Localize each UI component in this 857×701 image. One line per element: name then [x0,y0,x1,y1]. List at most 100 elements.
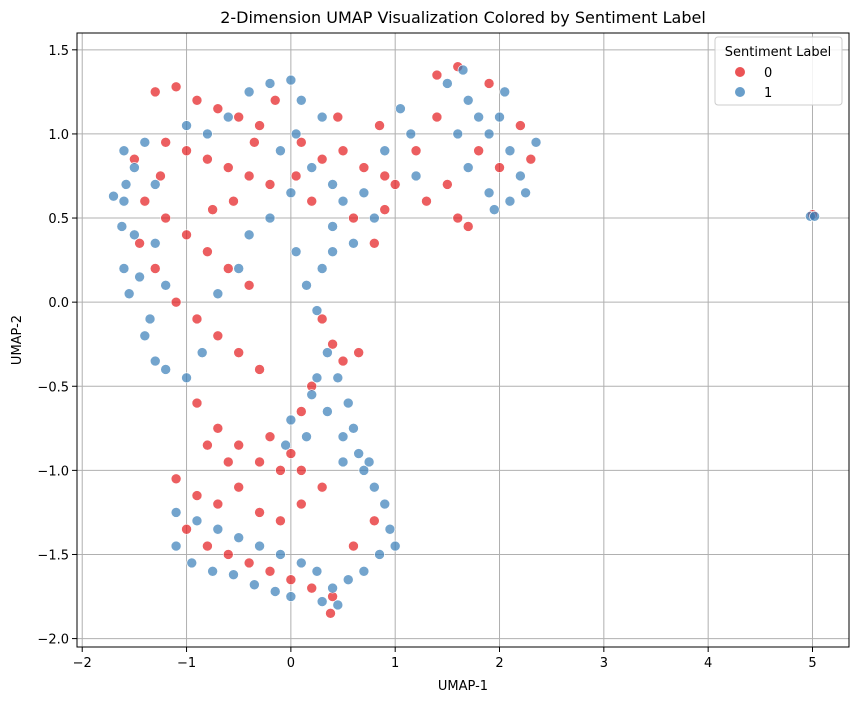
scatter-point-label-1 [191,515,203,527]
scatter-point-label-1 [457,64,469,76]
scatter-point-label-1 [160,364,171,375]
scatter-point-label-1 [275,145,286,157]
scatter-point-label-0 [170,296,182,308]
scatter-point-label-0 [233,347,245,358]
scatter-point-label-0 [233,481,245,493]
scatter-point-label-1 [327,221,338,232]
scatter-point-label-1 [139,137,151,148]
scatter-point-label-1 [207,566,218,577]
scatter-point-label-0 [170,81,182,93]
scatter-point-label-1 [337,431,349,443]
scatter-point-label-0 [285,448,297,459]
scatter-point-label-0 [254,364,265,375]
scatter-point-label-0 [212,498,224,510]
scatter-point-label-1 [311,566,323,577]
scatter-point-label-0 [222,549,234,560]
scatter-point-label-1 [149,355,161,367]
scatter-point-label-1 [149,179,161,190]
scatter-point-label-1 [186,557,198,569]
scatter-point-label-1 [233,532,245,543]
scatter-point-label-1 [170,540,182,552]
scatter-point-label-0 [269,94,281,106]
scatter-point-label-1 [311,372,323,384]
scatter-point-label-0 [212,103,224,114]
scatter-point-label-1 [290,128,302,140]
scatter-point-label-0 [170,473,182,485]
scatter-point-label-1 [384,523,396,535]
scatter-points [108,61,820,619]
legend-marker-1 [735,87,745,97]
axes-frame [76,32,850,648]
scatter-point-label-1 [285,591,297,602]
scatter-point-label-0 [442,179,453,190]
scatter-point-label-0 [222,456,234,468]
scatter-point-label-1 [108,190,119,202]
scatter-point-label-1 [379,498,391,510]
scatter-point-label-1 [342,574,354,586]
scatter-point-label-0 [295,406,307,417]
scatter-point-label-1 [374,549,385,560]
scatter-point-label-0 [212,423,224,434]
scatter-point-label-1 [327,246,338,257]
scatter-point-label-1 [264,78,276,89]
legend-label-0: 0 [764,66,772,81]
scatter-point-label-1 [301,431,312,443]
scatter-point-label-1 [212,288,224,300]
scatter-point-label-1 [285,414,297,426]
scatter-point-label-1 [118,195,130,207]
scatter-point-label-0 [228,195,239,207]
scatter-point-label-0 [332,111,344,123]
scatter-point-label-1 [285,187,297,199]
scatter-point-label-1 [116,221,128,232]
x-tick-label: 2 [495,656,503,671]
scatter-point-label-1 [120,179,132,190]
scatter-point-label-1 [504,145,516,157]
scatter-point-label-0 [358,162,370,173]
scatter-point-label-0 [155,170,166,182]
scatter-point-label-0 [285,574,297,586]
scatter-point-label-1 [196,347,208,358]
scatter-point-label-1 [369,481,380,493]
scatter-point-label-1 [358,465,370,476]
scatter-point-label-0 [431,111,443,123]
scatter-point-label-1 [301,280,312,291]
scatter-point-label-0 [410,145,422,157]
scatter-point-label-1 [348,423,359,434]
scatter-point-label-1 [405,128,417,140]
scatter-point-label-1 [494,111,505,123]
scatter-point-label-1 [149,237,161,249]
scatter-point-label-1 [275,549,286,560]
scatter-point-label-0 [348,212,359,224]
scatter-point-label-0 [494,162,505,173]
scatter-point-label-1 [306,162,318,173]
legend-title: Sentiment Label [725,45,831,60]
scatter-point-label-0 [191,397,203,409]
scatter-point-label-1 [327,582,338,594]
scatter-point-label-1 [170,507,182,518]
scatter-point-label-1 [222,111,234,123]
scatter-point-label-0 [202,439,213,451]
y-axis-label: UMAP-2 [10,315,25,365]
scatter-point-label-0 [202,153,213,165]
scatter-point-label-1 [228,569,239,580]
scatter-point-label-0 [379,170,391,182]
scatter-point-label-1 [249,579,260,591]
x-tick-label: 0 [287,656,295,671]
scatter-point-label-1 [462,94,474,106]
scatter-point-label-1 [269,586,281,597]
scatter-point-label-1 [342,397,354,409]
scatter-point-label-0 [275,465,286,476]
x-tick-label: 4 [704,656,712,671]
scatter-point-label-1 [280,439,291,451]
scatter-point-label-1 [332,599,344,611]
scatter-point-label-1 [358,566,370,577]
scatter-point-label-1 [327,179,338,190]
scatter-point-label-0 [233,111,245,123]
scatter-point-label-0 [160,137,171,148]
x-tick-label: −1 [177,656,196,671]
scatter-point-label-0 [379,204,391,215]
scatter-point-label-0 [181,145,192,157]
scatter-point-label-0 [337,355,349,367]
scatter-point-label-1 [139,330,151,342]
